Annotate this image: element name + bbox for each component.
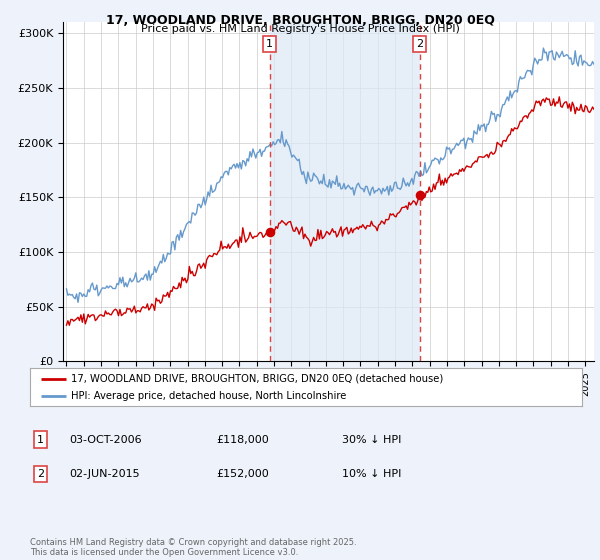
Bar	[269, 22, 419, 361]
Text: 2: 2	[416, 39, 423, 49]
Text: £152,000: £152,000	[216, 469, 269, 479]
Text: 30% ↓ HPI: 30% ↓ HPI	[342, 435, 401, 445]
Text: £118,000: £118,000	[216, 435, 269, 445]
Text: 03-OCT-2006: 03-OCT-2006	[69, 435, 142, 445]
Point	[265, 228, 274, 237]
Text: 2: 2	[37, 469, 44, 479]
Text: 02-JUN-2015: 02-JUN-2015	[69, 469, 140, 479]
Text: 1: 1	[266, 39, 273, 49]
Text: Price paid vs. HM Land Registry's House Price Index (HPI): Price paid vs. HM Land Registry's House …	[140, 24, 460, 34]
Text: Contains HM Land Registry data © Crown copyright and database right 2025.
This d: Contains HM Land Registry data © Crown c…	[30, 538, 356, 557]
Text: HPI: Average price, detached house, North Lincolnshire: HPI: Average price, detached house, Nort…	[71, 391, 347, 402]
Text: 1: 1	[37, 435, 44, 445]
Text: 17, WOODLAND DRIVE, BROUGHTON, BRIGG, DN20 0EQ: 17, WOODLAND DRIVE, BROUGHTON, BRIGG, DN…	[106, 14, 494, 27]
Point	[415, 190, 424, 199]
Text: 17, WOODLAND DRIVE, BROUGHTON, BRIGG, DN20 0EQ (detached house): 17, WOODLAND DRIVE, BROUGHTON, BRIGG, DN…	[71, 374, 443, 384]
Text: 10% ↓ HPI: 10% ↓ HPI	[342, 469, 401, 479]
